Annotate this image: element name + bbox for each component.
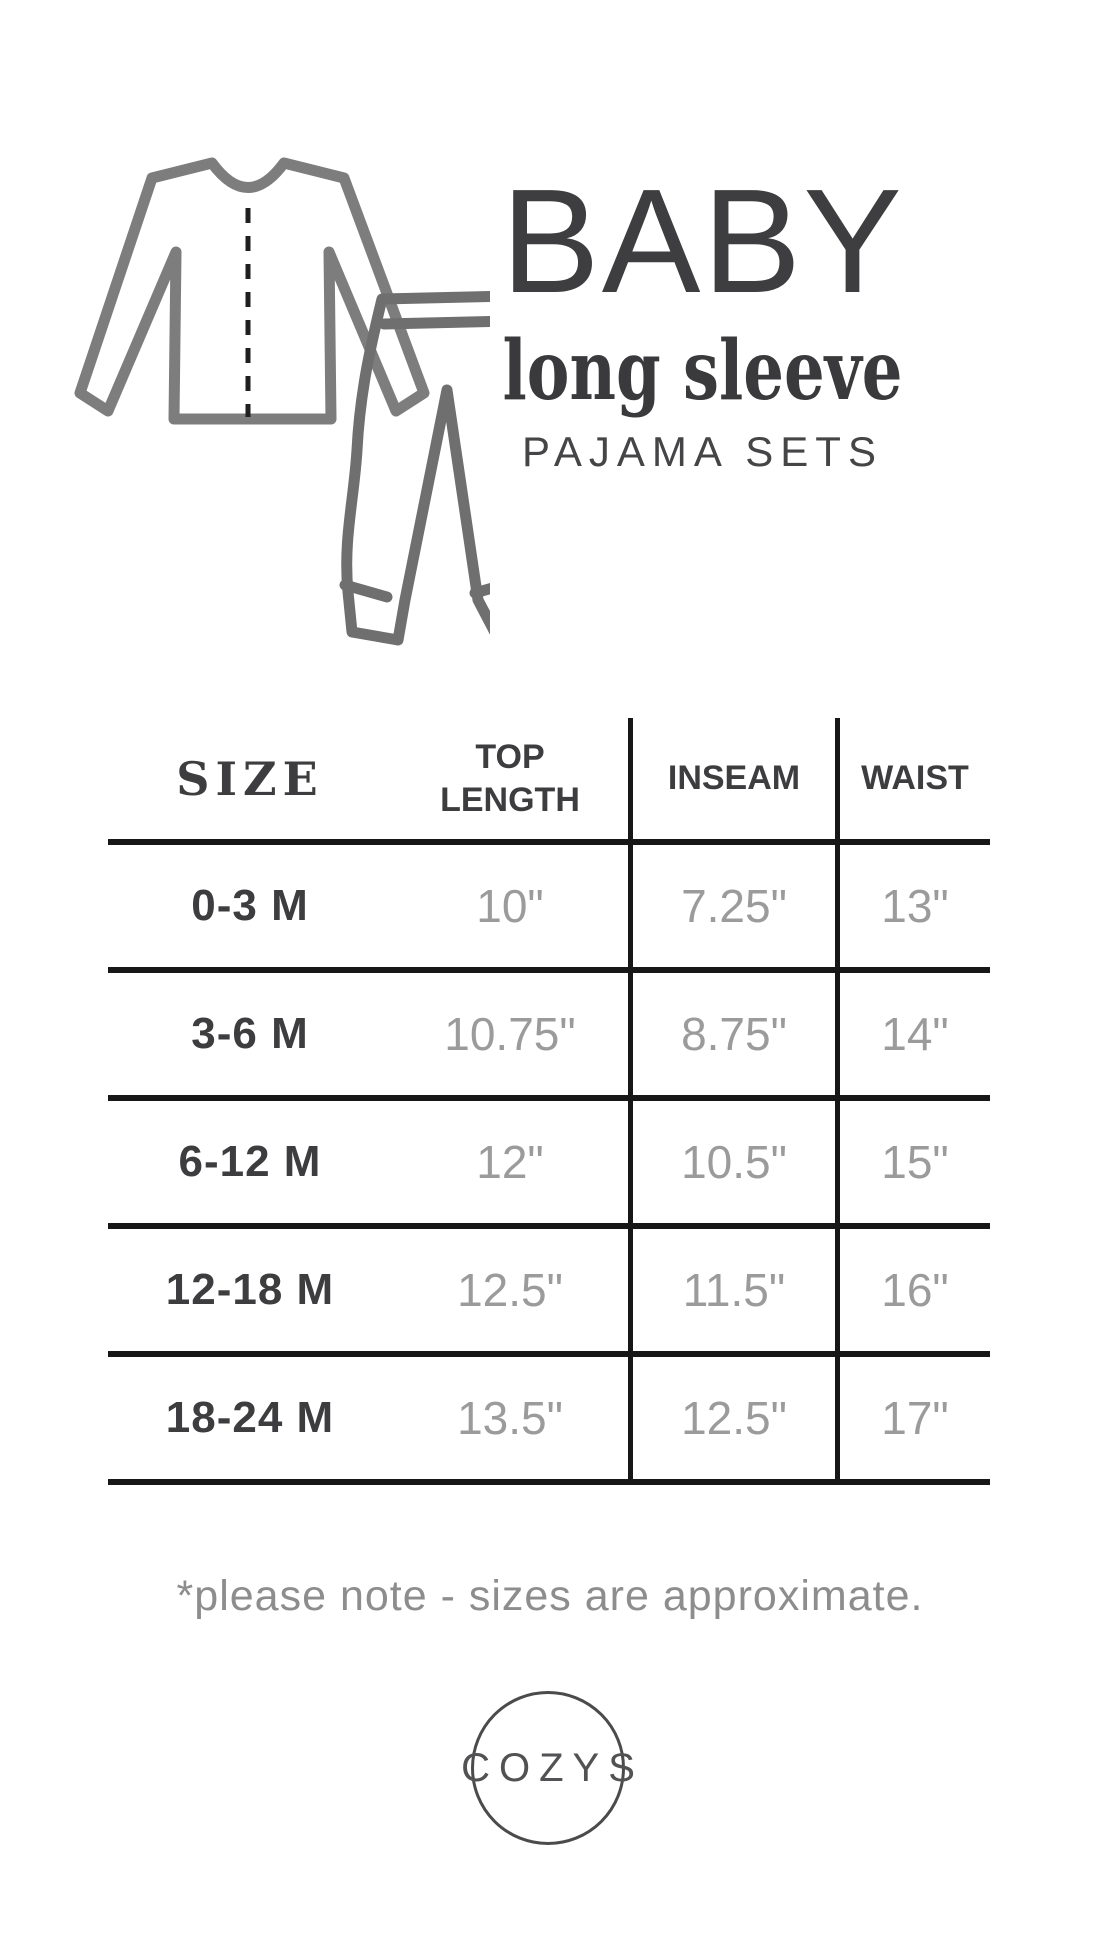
table-row-waist: 13" [835,845,990,973]
column-header-inseam: INSEAM [628,718,835,845]
column-header-waist: WAIST [835,718,990,845]
brand-logo-text: COZYS [461,1745,644,1790]
table-row-top-length: 10.75" [392,973,628,1101]
table-row-size-label: 0-3 M [108,845,392,973]
table-row-top-length: 12" [392,1101,628,1229]
table-row-size-label: 3-6 M [108,973,392,1101]
table-row-inseam: 7.25" [628,845,835,973]
table-row-top-length: 12.5" [392,1229,628,1357]
approximate-sizes-note: *please note - sizes are approximate. [176,1572,924,1620]
column-header-size: SIZE [108,718,392,845]
table-row-top-length: 13.5" [392,1357,628,1485]
pajama-pants-icon [339,290,490,646]
pajama-top-icon [74,157,430,425]
table-row-inseam: 11.5" [628,1229,835,1357]
table-row-waist: 14" [835,973,990,1101]
column-header-top-length: TOP LENGTH [392,718,628,845]
table-row-size-label: 12-18 M [108,1229,392,1357]
table-row-size-label: 6-12 M [108,1101,392,1229]
table-row-inseam: 10.5" [628,1101,835,1229]
table-row-waist: 16" [835,1229,990,1357]
page-tagline: PAJAMA SETS [522,428,883,475]
size-table: SIZE TOP LENGTH INSEAM WAIST 0-3 M 10" 7… [108,718,990,1485]
table-row-waist: 15" [835,1101,990,1229]
header-title-block: BABY long sleeve PAJAMA SETS [430,168,975,476]
pajama-set-illustration [74,157,490,646]
table-row-waist: 17" [835,1357,990,1485]
table-row-inseam: 12.5" [628,1357,835,1485]
page-title: BABY [501,159,904,324]
table-row-top-length: 10" [392,845,628,973]
page-subtitle: long sleeve [502,323,903,419]
table-row-size-label: 18-24 M [108,1357,392,1485]
table-row-inseam: 8.75" [628,973,835,1101]
brand-logo-circle-icon: COZYS [461,1691,635,1845]
